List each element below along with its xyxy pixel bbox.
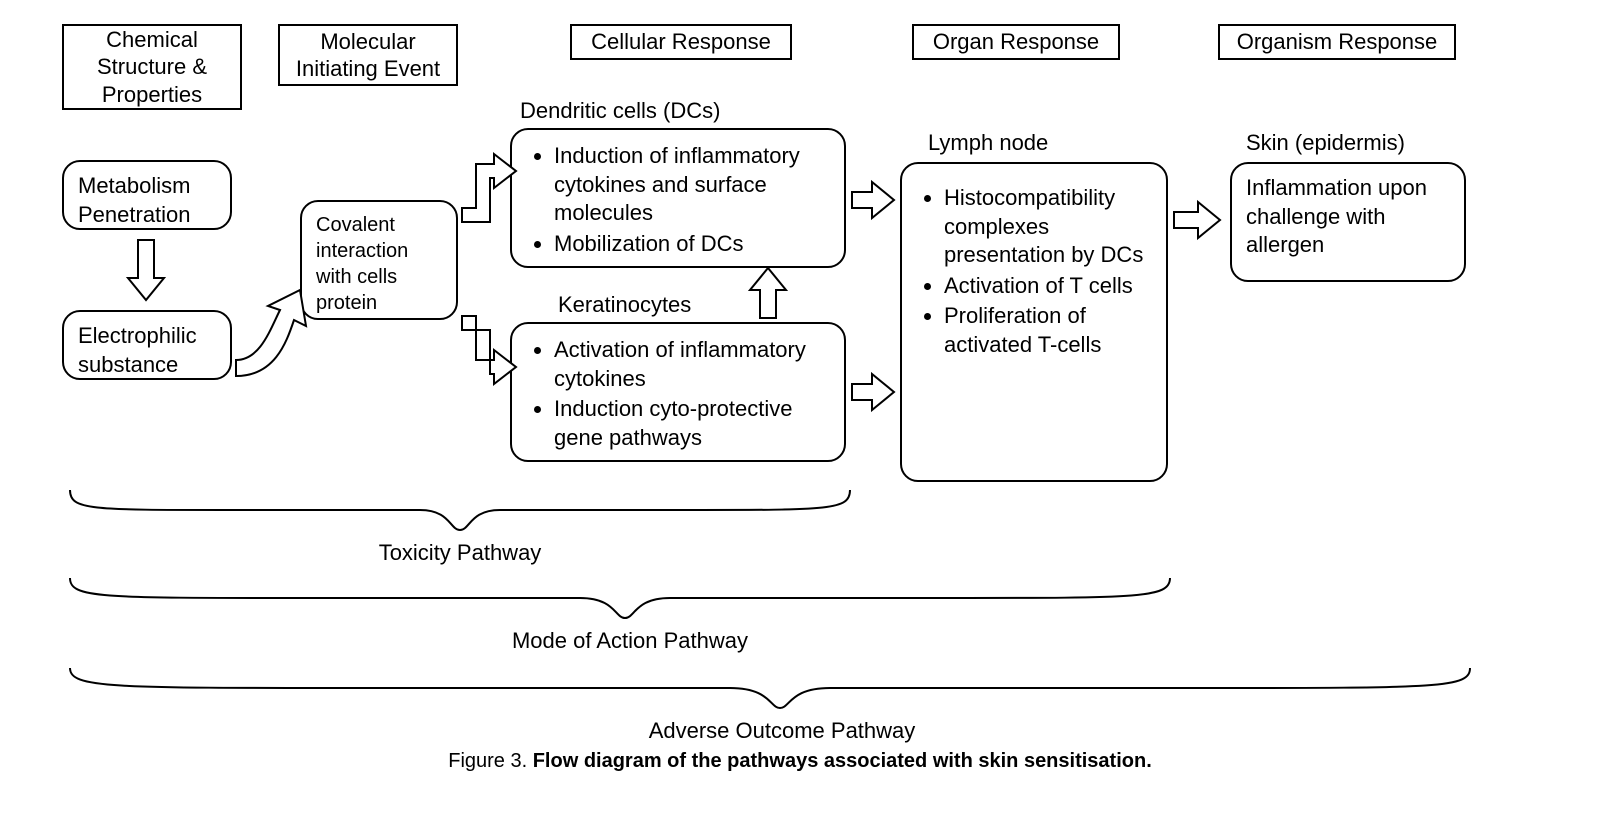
brace-label-aop: Adverse Outcome Pathway [582,718,982,744]
label-lymph: Lymph node [928,130,1048,156]
arrow-lymph-to-skin [1174,202,1220,238]
arrow-covalent-to-dendritic [462,154,516,222]
box-lymph: Histocompatibility complexes presentatio… [900,162,1168,482]
caption-bold: Flow diagram of the pathways associated … [533,750,1152,772]
arrow-kerat-to-lymph [852,374,894,410]
dendritic-b2: Mobilization of DCs [554,230,830,259]
header-col5: Organism Response [1218,24,1456,60]
box-electrophilic-text: Electrophilic substance [78,323,197,377]
box-electrophilic: Electrophilic substance [62,310,232,380]
dendritic-b1: Induction of inflammatory cytokines and … [554,142,830,228]
box-keratinocytes: Activation of inflammatory cytokines Ind… [510,322,846,462]
arrow-metab-to-electro [128,240,164,300]
figure-caption: Figure 3. Flow diagram of the pathways a… [400,750,1200,773]
diagram-canvas: Chemical Structure & Properties Molecula… [0,0,1600,823]
header-col1-text: Chemical Structure & Properties [72,26,232,109]
kerat-b2: Induction cyto-protective gene pathways [554,395,830,452]
header-col1: Chemical Structure & Properties [62,24,242,110]
caption-prefix: Figure 3. [448,750,532,772]
box-covalent-text: Covalent interaction with cells protein [316,214,408,314]
arrow-dendritic-to-lymph [852,182,894,218]
lymph-b1: Histocompatibility complexes presentatio… [944,184,1152,270]
box-metabolism: Metabolism Penetration [62,160,232,230]
header-col2-text: Molecular Initiating Event [288,28,448,83]
kerat-b1: Activation of inflammatory cytokines [554,336,830,393]
header-col4-text: Organ Response [933,28,1099,56]
box-lymph-list: Histocompatibility complexes presentatio… [916,184,1152,360]
box-metabolism-text: Metabolism Penetration [78,173,191,227]
header-col3: Cellular Response [570,24,792,60]
brace-aop [70,668,1470,708]
brace-moa [70,578,1170,618]
box-covalent: Covalent interaction with cells protein [300,200,458,320]
header-col4: Organ Response [912,24,1120,60]
header-col3-text: Cellular Response [591,28,771,56]
brace-toxicity [70,490,850,530]
brace-label-toxicity: Toxicity Pathway [260,540,660,566]
label-dendritic: Dendritic cells (DCs) [520,98,720,124]
header-col2: Molecular Initiating Event [278,24,458,86]
box-skin-text: Inflammation upon challenge with allerge… [1246,175,1427,257]
box-dendritic-list: Induction of inflammatory cytokines and … [526,142,830,258]
box-keratinocytes-list: Activation of inflammatory cytokines Ind… [526,336,830,452]
arrow-covalent-to-kerat [462,316,516,384]
brace-label-moa: Mode of Action Pathway [430,628,830,654]
lymph-b2: Activation of T cells [944,272,1152,301]
label-keratinocytes: Keratinocytes [558,292,691,318]
header-col5-text: Organism Response [1237,28,1438,56]
arrow-kerat-to-dendritic [750,268,786,318]
box-skin: Inflammation upon challenge with allerge… [1230,162,1466,282]
box-dendritic: Induction of inflammatory cytokines and … [510,128,846,268]
lymph-b3: Proliferation of activated T-cells [944,302,1152,359]
label-skin: Skin (epidermis) [1246,130,1405,156]
arrow-electro-to-covalent [236,290,306,376]
